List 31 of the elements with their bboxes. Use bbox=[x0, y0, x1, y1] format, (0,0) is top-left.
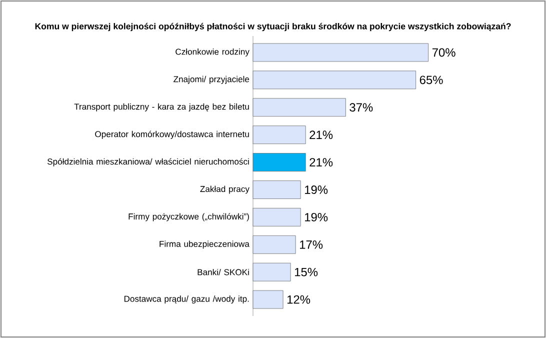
bar bbox=[252, 43, 429, 62]
data-label: 21% bbox=[310, 158, 333, 166]
chart-title: Komu w pierwszej kolejności opóźniłbyś płatności w sytuacji braku środków na pokrycie wszystkich zobowiązań? bbox=[35, 22, 511, 32]
data-label: 21% bbox=[310, 130, 333, 140]
y-tick-label: Transport publiczny - kara za jazdę bez biletu bbox=[74, 103, 249, 112]
bar bbox=[252, 98, 346, 117]
bar bbox=[252, 70, 416, 90]
bar bbox=[252, 153, 306, 172]
data-label: 19% bbox=[305, 185, 328, 194]
bar bbox=[252, 180, 301, 199]
data-label: 19% bbox=[305, 212, 328, 222]
y-tick-label: Banki/ SKOKi bbox=[198, 268, 249, 276]
y-tick-label: Dostawca prądu/ gazu /wody itp. bbox=[124, 296, 249, 304]
y-tick-label: Firmy pożyczkowe („chwilówki”) bbox=[128, 213, 249, 222]
data-label: 12% bbox=[287, 295, 310, 304]
data-label: 37% bbox=[350, 103, 373, 112]
bar bbox=[252, 290, 284, 309]
y-tick-label: Znajomi/ przyjaciele bbox=[174, 76, 250, 84]
y-tick-label: Zakład pracy bbox=[200, 186, 250, 194]
data-label: 70% bbox=[432, 48, 456, 57]
bar bbox=[252, 235, 296, 254]
y-tick-label: Firma ubezpieczeniowa bbox=[160, 240, 250, 249]
y-tick-label: Członkowie rodziny bbox=[176, 48, 250, 56]
bar bbox=[252, 262, 291, 282]
y-tick-label: Spółdzielnia mieszkaniowa/ właściciel nieruchomości bbox=[47, 158, 249, 166]
data-label: 15% bbox=[294, 268, 318, 276]
y-tick-label: Operator komórkowy/dostawca internetu bbox=[95, 130, 249, 139]
data-label: 17% bbox=[300, 240, 323, 249]
bar bbox=[252, 208, 301, 226]
data-label: 65% bbox=[420, 76, 443, 84]
bar bbox=[252, 126, 306, 144]
